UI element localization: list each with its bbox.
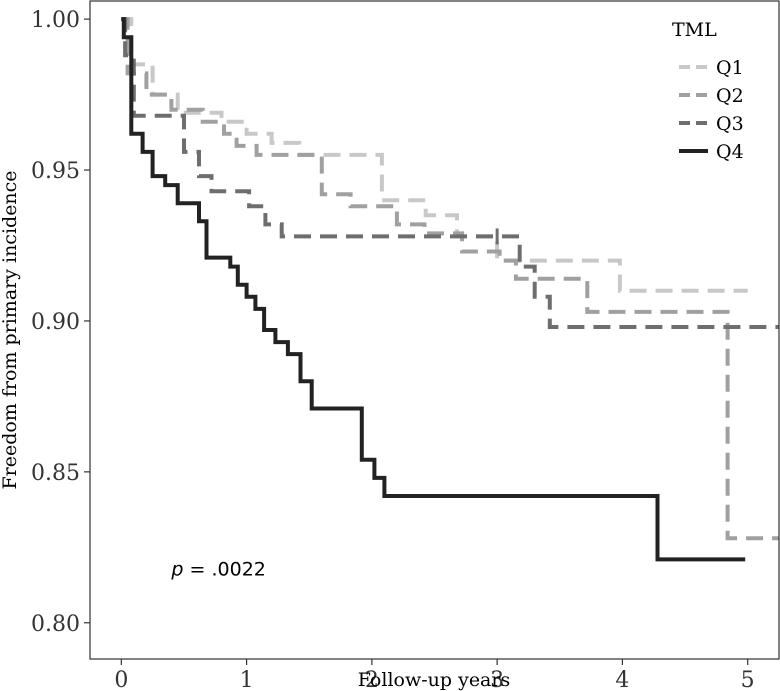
x-tick-label: 1 <box>240 668 254 691</box>
x-tick-label: 5 <box>741 668 755 691</box>
x-tick-label: 4 <box>615 668 629 691</box>
x-axis-title: Follow-up years <box>358 669 510 691</box>
p-value-annotation: p = .0022 <box>170 558 265 580</box>
legend-label-q4: Q4 <box>716 141 744 163</box>
legend: TML Q1 Q2 Q3 Q4 <box>672 19 744 163</box>
series-line-q3 <box>121 17 779 329</box>
axis-layer: 0 1 2 3 4 5 0.80 0.85 0.90 0.95 1.00 <box>31 8 755 691</box>
legend-label-q2: Q2 <box>716 85 744 107</box>
legend-label-q1: Q1 <box>716 57 744 79</box>
x-tick-label: 3 <box>490 668 504 691</box>
x-tick-label: 0 <box>114 668 128 691</box>
series-layer <box>121 17 779 562</box>
p-value-text: = .0022 <box>183 558 265 580</box>
plot-panel-border <box>89 0 780 660</box>
series-line-q2 <box>121 17 779 541</box>
y-tick-label: 0.95 <box>31 159 80 184</box>
y-tick-label: 0.80 <box>31 612 80 637</box>
y-tick-label: 1.00 <box>31 8 80 33</box>
p-value-symbol: p <box>170 558 183 580</box>
legend-label-q3: Q3 <box>716 113 744 135</box>
y-axis-title: Freedom from primary incidence <box>0 170 21 489</box>
x-tick-label: 2 <box>365 668 379 691</box>
series-line-q4 <box>121 17 746 562</box>
legend-title: TML <box>672 19 717 41</box>
y-tick-label: 0.90 <box>31 310 80 335</box>
y-tick-label: 0.85 <box>31 461 80 486</box>
